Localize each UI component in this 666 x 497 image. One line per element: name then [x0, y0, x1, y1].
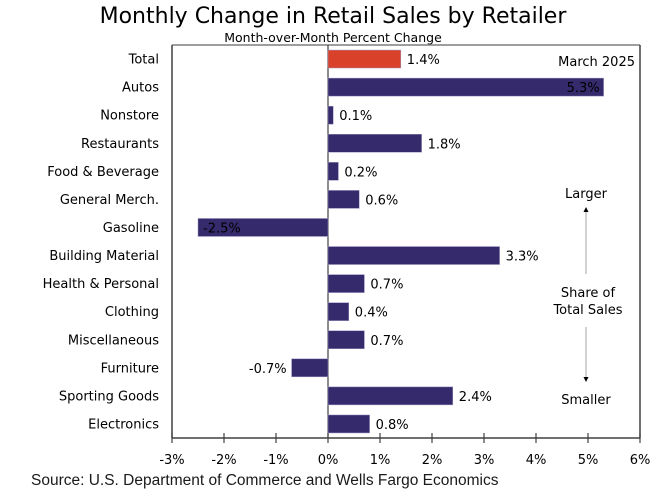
- value-label: 1.8%: [428, 137, 461, 152]
- category-label: Sporting Goods: [59, 389, 159, 404]
- category-label: Clothing: [105, 305, 159, 320]
- x-tick-label: 6%: [630, 453, 651, 468]
- source-note: Source: U.S. Department of Commerce and …: [31, 472, 499, 489]
- x-tick-label: -2%: [211, 453, 236, 468]
- x-tick-label: 1%: [370, 453, 391, 468]
- bar: [327, 162, 339, 181]
- value-label: 0.7%: [370, 334, 403, 349]
- bar: [327, 134, 422, 153]
- share-label-line2: Total Sales: [552, 303, 622, 318]
- bar: [327, 330, 365, 349]
- value-label: 2.4%: [459, 390, 492, 405]
- bar: [327, 190, 360, 209]
- value-label: 0.7%: [370, 278, 403, 293]
- bar: [327, 77, 604, 97]
- value-label: 0.4%: [355, 306, 388, 321]
- category-label: Health & Personal: [43, 277, 159, 292]
- x-tick-label: -3%: [159, 453, 184, 468]
- x-tick-label: 3%: [474, 453, 495, 468]
- x-tick-label: 0%: [318, 453, 339, 468]
- x-tick-label: 2%: [422, 453, 443, 468]
- value-label: 5.3%: [567, 81, 600, 96]
- value-label: 1.4%: [407, 53, 440, 68]
- bar: [327, 246, 500, 265]
- smaller-label: Smaller: [561, 393, 611, 408]
- larger-label: Larger: [565, 187, 608, 202]
- value-label: 3.3%: [506, 250, 539, 265]
- bar: [327, 302, 350, 321]
- date-annotation: March 2025: [558, 55, 635, 70]
- category-label: Building Material: [49, 249, 159, 264]
- value-label: -2.5%: [203, 221, 241, 236]
- value-label: 0.6%: [365, 193, 398, 208]
- bar: [291, 358, 329, 378]
- category-label: Furniture: [101, 361, 159, 376]
- value-label: -0.7%: [249, 362, 287, 377]
- value-label: 0.1%: [339, 109, 372, 124]
- bar: [327, 386, 454, 406]
- bar: [327, 274, 365, 293]
- category-label: General Merch.: [60, 193, 159, 208]
- bar: [327, 49, 402, 69]
- down-arrow-icon: [583, 377, 589, 382]
- bar: [327, 105, 334, 125]
- category-label: Nonstore: [100, 109, 159, 124]
- x-tick-label: 4%: [526, 453, 547, 468]
- category-label: Restaurants: [81, 137, 159, 152]
- category-label: Food & Beverage: [47, 165, 159, 180]
- x-tick-label: 5%: [578, 453, 599, 468]
- chart-title: Monthly Change in Retail Sales by Retail…: [99, 4, 567, 29]
- value-label: 0.2%: [344, 165, 377, 180]
- up-arrow-icon: [583, 207, 589, 212]
- bar: [327, 414, 370, 434]
- category-label: Miscellaneous: [68, 333, 159, 348]
- value-label: 0.8%: [376, 418, 409, 433]
- bar: [197, 218, 329, 237]
- category-label: Electronics: [88, 417, 159, 432]
- category-label: Autos: [122, 81, 159, 96]
- category-label: Gasoline: [103, 221, 159, 236]
- x-tick-label: -1%: [263, 453, 288, 468]
- share-label-line1: Share of: [561, 286, 616, 301]
- category-label: Total: [128, 53, 159, 68]
- chart-subtitle: Month-over-Month Percent Change: [224, 30, 442, 45]
